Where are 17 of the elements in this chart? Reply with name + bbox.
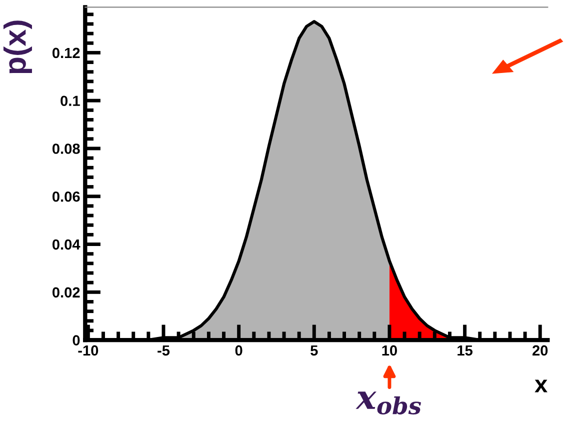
- y-axis-title: p(x): [3, 20, 32, 74]
- x-tick-label: 10: [382, 345, 397, 356]
- x-tick-label: -10: [78, 345, 98, 356]
- y-tick-label: 0.04: [52, 239, 80, 250]
- x-axis-title: x: [534, 380, 548, 392]
- y-tick-label: 0.08: [52, 144, 80, 154]
- x-tick-label: 0: [235, 345, 242, 356]
- y-tick-label: 0.02: [52, 287, 80, 298]
- x-tick-label: 15: [458, 345, 472, 356]
- y-tick-label: 0.1: [60, 96, 80, 106]
- y-tick-label: 0: [72, 335, 80, 346]
- x-tick-label: 20: [532, 345, 548, 356]
- y-tick-label: 0.12: [52, 48, 80, 58]
- annotation: x$_{obs}$: [356, 392, 422, 414]
- x-tick-label: 5: [310, 345, 318, 356]
- y-tick-label: 0.06: [52, 191, 80, 202]
- x-tick-label: -5: [158, 345, 170, 356]
